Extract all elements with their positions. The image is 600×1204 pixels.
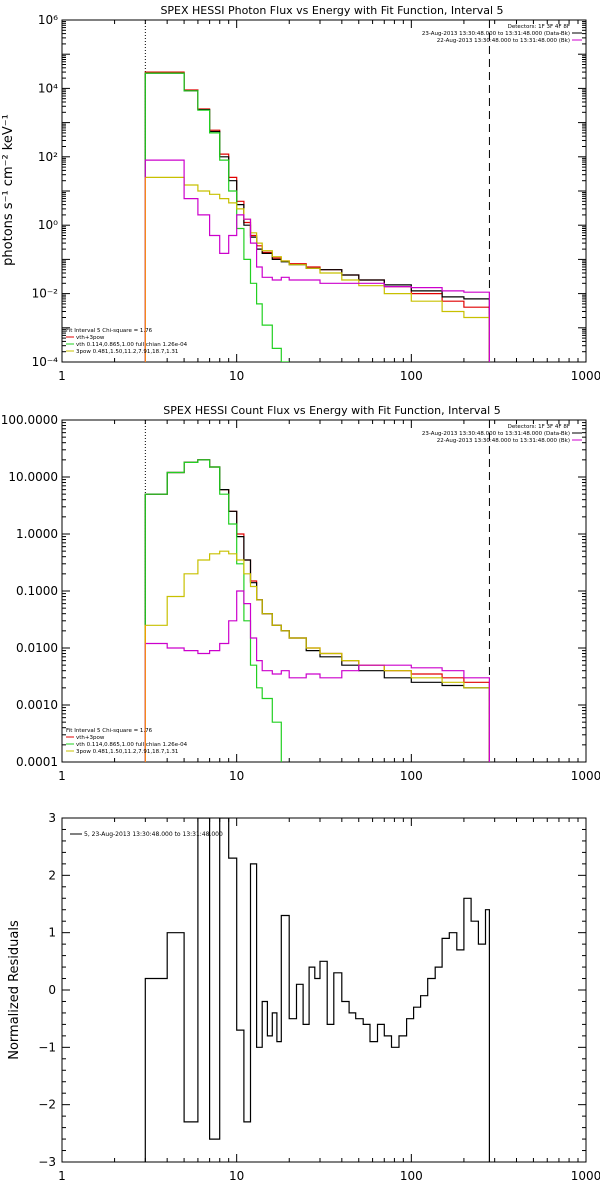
photon-series-green bbox=[144, 72, 290, 362]
photon-legend-left-text: vth 0.114,0.865,1.00 full chian 1.26e-04 bbox=[76, 342, 188, 348]
count-legend-left-text: vth+3pow bbox=[76, 735, 105, 741]
resid-y-tick-label: 1 bbox=[48, 926, 56, 940]
count-series-magenta bbox=[144, 590, 490, 762]
count-x-tick-label: 1 bbox=[58, 769, 66, 783]
count-legend-right-text: Detectors: 1F 3F 4F 8F bbox=[508, 424, 570, 430]
photon-legend-right-text: Detectors: 1F 3F 4F 8F bbox=[508, 24, 570, 30]
resid-x-tick-label: 100 bbox=[400, 1169, 423, 1183]
resid-series-black bbox=[144, 818, 490, 1162]
count-legend-left-text: vth 0.114,0.865,1.00 full chian 1.26e-04 bbox=[76, 742, 188, 748]
count-title: SPEX HESSI Count Flux vs Energy with Fit… bbox=[163, 404, 500, 417]
photon-title: SPEX HESSI Photon Flux vs Energy with Fi… bbox=[160, 4, 503, 17]
count-legend-right-text: 22-Aug-2013 13:30:48.000 to 13:31:48.000… bbox=[437, 438, 570, 444]
photon-series-yellow bbox=[144, 176, 490, 362]
photon-y-tick-label: 10⁰ bbox=[38, 218, 58, 232]
resid-y-tick-label: −2 bbox=[38, 1098, 56, 1112]
count-y-tick-label: 10.0000 bbox=[8, 470, 58, 484]
photon-y-tick-label: 10⁴ bbox=[38, 81, 58, 95]
photon-x-tick-label: 1 bbox=[58, 369, 66, 383]
photon-series-magenta bbox=[144, 159, 490, 362]
photon-x-tick-label: 100 bbox=[400, 369, 423, 383]
photon-legend-left-text: 3pow 0.481,1.50,11.2,7.91,18.7,1.31 bbox=[76, 349, 178, 355]
photon-x-tick-label: 1000 bbox=[571, 369, 600, 383]
photon-legend-left-text: vth+3pow bbox=[76, 335, 105, 341]
count-x-tick-label: 1000 bbox=[571, 769, 600, 783]
photon-legend-left-text: Fit Interval 5 Chi-square = 1.76 bbox=[66, 328, 153, 334]
resid-x-tick-label: 1000 bbox=[571, 1169, 600, 1183]
resid-y-tick-label: 0 bbox=[48, 983, 56, 997]
resid-y-tick-label: 3 bbox=[48, 811, 56, 825]
photon-legend-right-text: 23-Aug-2013 13:30:48.000 to 13:31:48.000… bbox=[422, 31, 570, 37]
resid-ylabel: Normalized Residuals bbox=[7, 920, 22, 1060]
resid-x-tick-label: 1 bbox=[58, 1169, 66, 1183]
resid-legend-text: 5, 23-Aug-2013 13:30:48.000 to 13:31:48.… bbox=[84, 831, 223, 838]
count-x-tick-label: 100 bbox=[400, 769, 423, 783]
count-legend-left-text: 3pow 0.481,1.50,11.2,7.91,18.7,1.31 bbox=[76, 749, 178, 755]
photon-y-tick-label: 10² bbox=[38, 150, 58, 164]
photon-ylabel: photons s⁻¹ cm⁻² keV⁻¹ bbox=[1, 114, 16, 266]
count-y-tick-label: 0.0100 bbox=[16, 641, 58, 655]
photon-legend-right-text: 22-Aug-2013 13:30:48.000 to 13:31:48.000… bbox=[437, 38, 570, 44]
photon-y-tick-label: 10⁻⁴ bbox=[32, 355, 59, 369]
count-legend-right-text: 23-Aug-2013 13:30:48.000 to 13:31:48.000… bbox=[422, 431, 570, 437]
count-y-tick-label: 0.1000 bbox=[16, 584, 58, 598]
photon-x-tick-label: 10 bbox=[229, 369, 244, 383]
count-legend-left-text: Fit Interval 5 Chi-square = 1.76 bbox=[66, 728, 153, 734]
photon-y-tick-label: 10⁶ bbox=[38, 13, 58, 27]
count-x-tick-label: 10 bbox=[229, 769, 244, 783]
count-y-tick-label: 100.0000 bbox=[1, 413, 58, 427]
count-series-green bbox=[144, 459, 282, 762]
count-y-tick-label: 0.0010 bbox=[16, 698, 58, 712]
photon-y-tick-label: 10⁻² bbox=[32, 287, 59, 301]
resid-y-tick-label: −1 bbox=[38, 1040, 56, 1054]
resid-x-tick-label: 10 bbox=[229, 1169, 244, 1183]
count-y-tick-label: 1.0000 bbox=[16, 527, 58, 541]
resid-y-tick-label: 2 bbox=[48, 868, 56, 882]
count-y-tick-label: 0.0001 bbox=[16, 755, 58, 769]
count-series-yellow bbox=[144, 550, 490, 762]
resid-y-tick-label: −3 bbox=[38, 1155, 56, 1169]
